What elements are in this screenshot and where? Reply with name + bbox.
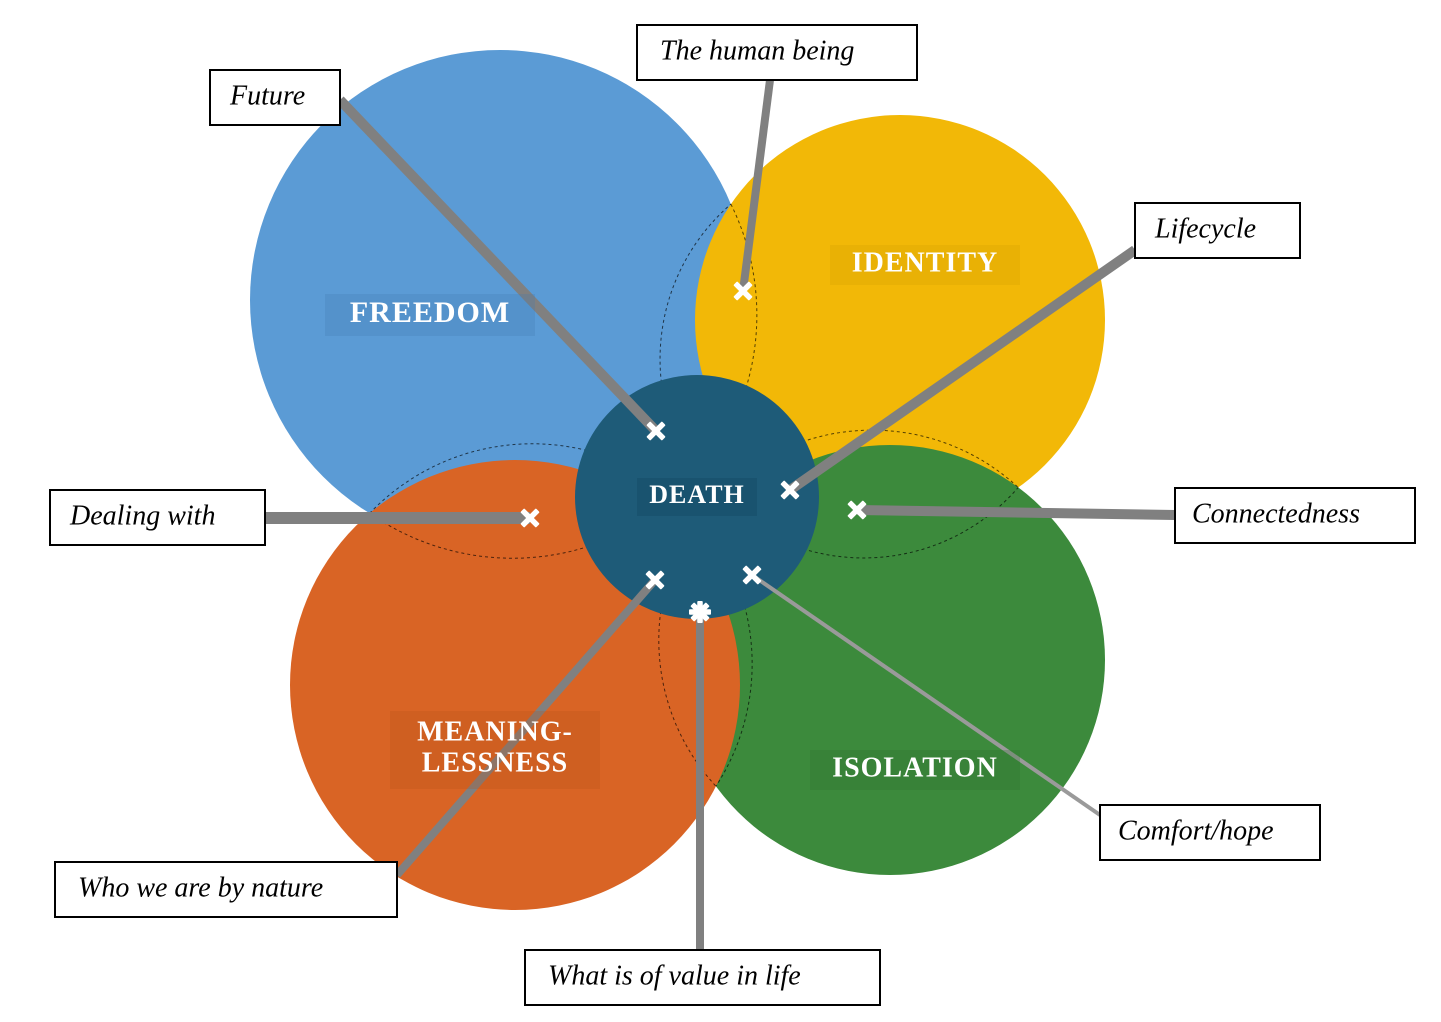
label-text-human-being: The human being xyxy=(660,35,854,66)
petal-label-meaninglessness: MEANING-LESSNESS xyxy=(417,717,573,779)
label-text-future: Future xyxy=(229,80,305,111)
petal-label-isolation: ISOLATION xyxy=(832,752,998,783)
label-text-comfort-hope: Comfort/hope xyxy=(1118,815,1274,846)
petal-label-identity: IDENTITY xyxy=(852,247,998,278)
label-text-connectedness: Connectedness xyxy=(1192,498,1360,529)
label-text-lifecycle: Lifecycle xyxy=(1154,213,1256,244)
center-label: DEATH xyxy=(649,480,745,509)
petal-label-freedom: FREEDOM xyxy=(350,296,510,329)
label-text-dealing-with: Dealing with xyxy=(69,500,215,531)
existential-diagram: FREEDOM IDENTITY ISOLATION MEANING-LESSNESS… xyxy=(0,0,1441,1022)
label-text-value-in-life: What is of value in life xyxy=(548,960,801,991)
connector-connectedness xyxy=(857,510,1175,515)
label-text-who-we-are: Who we are by nature xyxy=(78,872,323,903)
